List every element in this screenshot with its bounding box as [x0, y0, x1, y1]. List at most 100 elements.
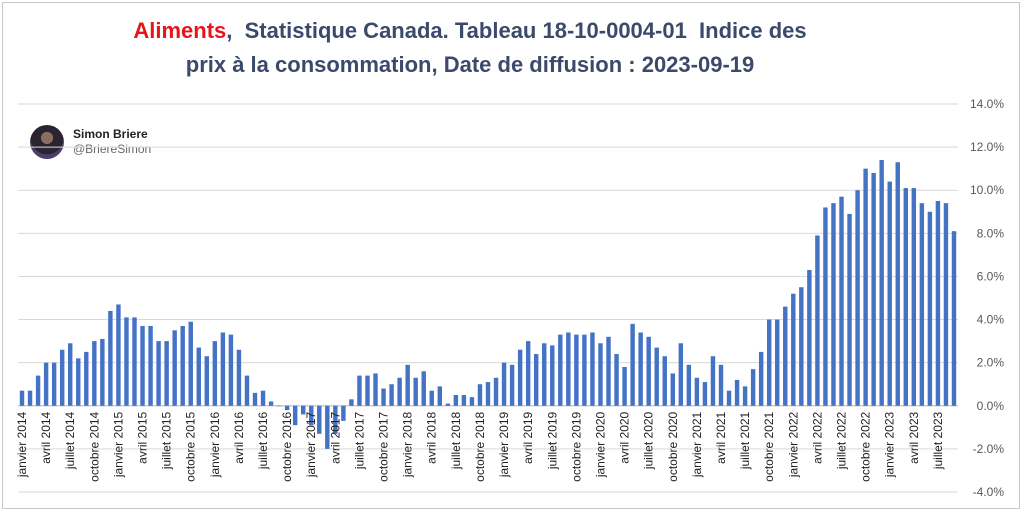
bar: [911, 188, 917, 406]
y-tick-label: 14.0%: [970, 97, 1004, 111]
bar: [766, 319, 772, 406]
bar: [614, 354, 619, 406]
bar: [903, 188, 908, 406]
x-tick-label: octobre 2022: [859, 411, 873, 481]
bar: [405, 364, 410, 406]
bar: [638, 332, 643, 406]
bar: [734, 379, 740, 406]
bar: [919, 203, 925, 406]
bar: [574, 334, 579, 406]
x-tick-label: avril 2020: [618, 411, 632, 463]
title-rest: , Statistique Canada. Tableau 18-10-0004…: [226, 18, 807, 43]
y-tick-label: 2.0%: [977, 356, 1005, 370]
y-tick-label: 0.0%: [977, 399, 1005, 413]
bar: [381, 388, 386, 406]
x-tick-label: avril 2014: [39, 411, 53, 463]
bar: [550, 345, 555, 406]
x-tick-label: janvier 2015: [111, 411, 125, 478]
x-tick-label: janvier 2016: [208, 411, 222, 478]
bar: [702, 382, 708, 406]
bar: [19, 390, 25, 406]
x-tick-label: janvier 2019: [497, 411, 511, 478]
bar: [710, 356, 716, 406]
y-tick-label: 6.0%: [977, 269, 1005, 283]
bar: [132, 317, 137, 406]
bar: [59, 349, 65, 406]
bar: [397, 377, 402, 406]
x-tick-label: janvier 2018: [401, 411, 415, 478]
bar: [718, 364, 724, 406]
bar: [630, 323, 635, 406]
bar: [325, 405, 330, 449]
bar: [389, 384, 394, 406]
bar: [108, 310, 113, 406]
bar: [188, 321, 193, 406]
title-accent: Aliments: [133, 18, 227, 43]
title-line-2: prix à la consommation, Date de diffusio…: [185, 52, 755, 77]
bar: [228, 334, 234, 406]
bar: [244, 375, 250, 406]
x-tick-label: octobre 2014: [87, 411, 101, 481]
bar: [895, 162, 900, 406]
bar: [357, 375, 362, 406]
bar: [485, 382, 491, 406]
bar: [935, 201, 941, 406]
x-tick-label: janvier 2021: [690, 411, 704, 478]
author-credit: Simon Briere @BriereSimon: [30, 124, 151, 160]
bar: [43, 362, 49, 406]
bar: [421, 371, 426, 406]
bar: [365, 375, 370, 406]
bar: [260, 390, 266, 406]
bar: [831, 203, 836, 406]
bar: [686, 364, 692, 406]
y-tick-label: 10.0%: [970, 183, 1004, 197]
x-tick-label: avril 2021: [714, 411, 728, 463]
bar: [453, 395, 459, 406]
bar: [51, 362, 57, 406]
bar: [525, 341, 531, 406]
bar: [855, 190, 860, 406]
chart-title: Aliments, Statistique Canada. Tableau 18…: [40, 14, 900, 82]
bar: [284, 405, 290, 411]
bar: [799, 287, 804, 406]
bar: [445, 403, 451, 406]
bar: [236, 349, 242, 406]
bar: [871, 172, 876, 406]
bar: [646, 336, 651, 406]
bar: [68, 343, 73, 406]
bar: [196, 347, 201, 406]
bar: [333, 405, 338, 434]
bar: [349, 399, 354, 406]
bar: [694, 377, 700, 406]
bar: [758, 351, 764, 406]
x-tick-label: octobre 2018: [473, 411, 487, 481]
bar: [775, 319, 780, 406]
x-tick-label: janvier 2023: [883, 411, 897, 478]
bar: [301, 405, 306, 415]
bar: [35, 375, 41, 406]
x-tick-label: juillet 2018: [449, 411, 463, 470]
x-tick-label: avril 2016: [232, 411, 246, 463]
bar: [943, 203, 949, 406]
x-tick-label: octobre 2019: [569, 411, 583, 481]
title-line-1: Aliments, Statistique Canada. Tableau 18…: [40, 14, 900, 48]
bar: [429, 390, 434, 406]
bar: [791, 293, 796, 406]
y-tick-label: -4.0%: [973, 485, 1005, 499]
credit-name: Simon Briere: [73, 127, 148, 141]
profile-photo-icon: [30, 125, 64, 159]
x-tick-label: juillet 2016: [256, 411, 270, 470]
bar: [622, 366, 627, 406]
bar: [582, 334, 587, 406]
x-tick-label: octobre 2015: [184, 411, 198, 481]
x-tick-label: janvier 2014: [15, 411, 29, 478]
bar: [598, 343, 603, 406]
bar: [148, 326, 153, 406]
credit-handle: @BriereSimon: [73, 142, 152, 156]
bar: [558, 334, 563, 406]
x-tick-label: janvier 2022: [786, 411, 800, 478]
y-tick-label: -2.0%: [973, 442, 1005, 456]
x-tick-label: octobre 2020: [666, 411, 680, 481]
x-tick-label: juillet 2017: [352, 411, 366, 470]
bar: [533, 354, 539, 406]
